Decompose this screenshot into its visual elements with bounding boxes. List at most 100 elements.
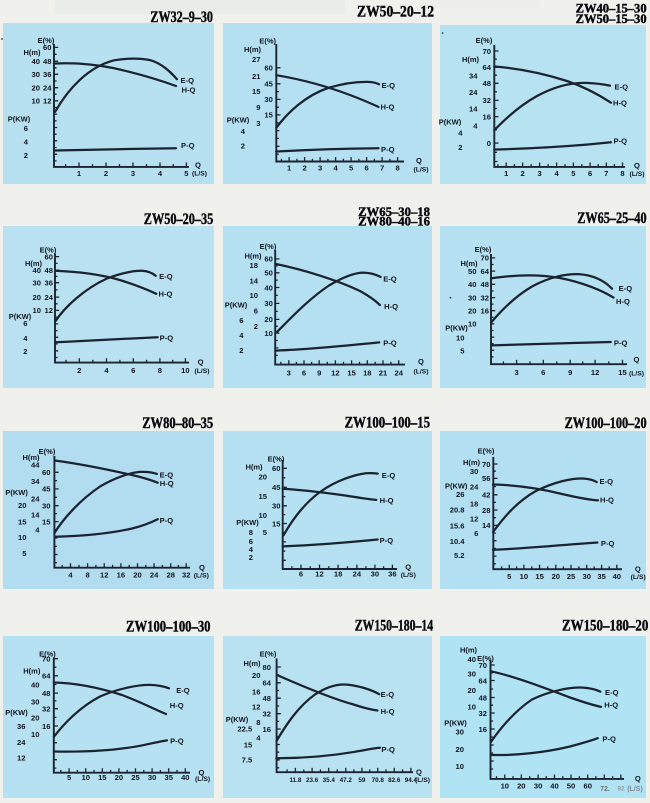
- svg-text:64: 64: [42, 672, 51, 681]
- svg-text:70.8: 70.8: [372, 777, 385, 784]
- svg-text:70: 70: [483, 47, 491, 56]
- svg-text:ZW50–20–35: ZW50–20–35: [144, 211, 213, 228]
- svg-text:ZW50–15–30: ZW50–15–30: [576, 12, 647, 26]
- svg-text:(L/S): (L/S): [413, 369, 428, 376]
- svg-text:12: 12: [331, 368, 339, 377]
- svg-text:14: 14: [482, 521, 491, 530]
- svg-text:E-Q: E-Q: [383, 274, 397, 283]
- svg-text:ZW100–100–15: ZW100–100–15: [345, 415, 430, 432]
- svg-text:6: 6: [302, 368, 306, 377]
- svg-text:34: 34: [469, 72, 478, 81]
- svg-text:24: 24: [469, 88, 478, 97]
- svg-text:20: 20: [252, 671, 260, 680]
- svg-text:H-Q: H-Q: [160, 479, 174, 488]
- svg-text:P(KW): P(KW): [445, 323, 468, 332]
- svg-text:7: 7: [604, 169, 608, 178]
- svg-text:16: 16: [479, 725, 487, 734]
- svg-text:12: 12: [17, 754, 25, 763]
- svg-text:32: 32: [483, 96, 491, 105]
- svg-text:(L/S): (L/S): [192, 171, 207, 178]
- svg-text:22.5: 22.5: [237, 724, 253, 733]
- svg-text:36: 36: [388, 569, 396, 578]
- svg-text:40: 40: [468, 280, 476, 289]
- svg-text:H-Q: H-Q: [381, 707, 395, 716]
- svg-text:60: 60: [43, 43, 51, 52]
- svg-text:0: 0: [487, 139, 491, 148]
- svg-text:20: 20: [18, 501, 26, 510]
- svg-text:E-Q: E-Q: [382, 471, 396, 480]
- svg-text:36: 36: [17, 722, 25, 731]
- svg-text:40: 40: [613, 572, 621, 581]
- svg-text:30: 30: [468, 293, 476, 302]
- svg-text:44: 44: [31, 461, 40, 470]
- svg-text:P(KW): P(KW): [8, 115, 31, 124]
- svg-text:Q: Q: [405, 563, 411, 572]
- svg-text:P-Q: P-Q: [601, 539, 615, 548]
- svg-text:15.6: 15.6: [450, 522, 465, 531]
- svg-text:5: 5: [507, 572, 512, 581]
- svg-text:60: 60: [264, 64, 272, 73]
- svg-text:8: 8: [85, 571, 89, 580]
- svg-text:6: 6: [299, 569, 303, 578]
- svg-text:(L/S): (L/S): [194, 573, 209, 580]
- svg-text:5: 5: [184, 169, 189, 178]
- svg-text:8: 8: [620, 169, 624, 178]
- svg-text:32: 32: [42, 705, 50, 714]
- svg-text:2: 2: [104, 169, 108, 178]
- svg-text:48: 48: [263, 694, 271, 703]
- svg-text:ZW150–180–14: ZW150–180–14: [355, 617, 434, 634]
- svg-text:4: 4: [35, 526, 40, 535]
- svg-text:P(KW): P(KW): [227, 115, 250, 124]
- svg-text:48: 48: [481, 280, 489, 289]
- svg-text:4: 4: [249, 545, 254, 554]
- svg-text:15: 15: [347, 368, 356, 377]
- svg-text:20: 20: [31, 714, 39, 723]
- svg-text:35.4: 35.4: [323, 777, 336, 784]
- svg-text:H-Q: H-Q: [182, 85, 196, 94]
- svg-text:92: 92: [617, 786, 625, 793]
- svg-text:3: 3: [514, 368, 518, 377]
- svg-text:H-Q: H-Q: [604, 700, 618, 709]
- svg-text:6: 6: [541, 368, 545, 377]
- svg-text:4: 4: [458, 129, 463, 138]
- svg-text:14: 14: [31, 511, 40, 520]
- svg-text:H-Q: H-Q: [616, 297, 630, 306]
- svg-text:6: 6: [254, 306, 258, 315]
- svg-text:40: 40: [550, 781, 558, 790]
- svg-text:20: 20: [133, 571, 141, 580]
- svg-text:10: 10: [250, 291, 258, 300]
- svg-text:ZW150–180–20: ZW150–180–20: [562, 617, 648, 634]
- svg-text:64: 64: [263, 679, 272, 688]
- svg-text:8: 8: [395, 164, 399, 173]
- svg-text:10: 10: [259, 511, 267, 520]
- svg-text:ZW80–80–35: ZW80–80–35: [142, 415, 213, 432]
- svg-text:10: 10: [81, 773, 89, 782]
- svg-text:20.8: 20.8: [450, 505, 465, 514]
- svg-text:E-Q: E-Q: [181, 76, 195, 85]
- svg-text:P(KW): P(KW): [9, 312, 32, 321]
- svg-text:10.4: 10.4: [450, 537, 466, 546]
- svg-text:H(m): H(m): [244, 252, 262, 261]
- svg-text:2: 2: [24, 151, 28, 160]
- svg-text:5: 5: [460, 346, 465, 355]
- svg-text:15: 15: [98, 773, 107, 782]
- svg-text:16: 16: [117, 571, 125, 580]
- svg-text:(L/S): (L/S): [415, 777, 430, 784]
- svg-text:4: 4: [554, 169, 559, 178]
- svg-text:40: 40: [31, 680, 39, 689]
- svg-text:10: 10: [468, 702, 476, 711]
- svg-text:H(m): H(m): [245, 463, 263, 472]
- svg-text:2: 2: [23, 347, 27, 356]
- svg-text:60: 60: [42, 468, 50, 477]
- svg-text:21: 21: [252, 72, 261, 81]
- svg-text:64: 64: [479, 676, 488, 685]
- svg-text:Q: Q: [418, 357, 424, 366]
- svg-text:7: 7: [380, 164, 384, 173]
- svg-text:48: 48: [479, 693, 487, 702]
- svg-text:24: 24: [470, 482, 479, 491]
- svg-text:ZW65–25–40: ZW65–25–40: [577, 210, 646, 227]
- svg-text:5: 5: [263, 528, 268, 537]
- svg-text:ZW32–9–30: ZW32–9–30: [150, 9, 213, 26]
- svg-text:5.2: 5.2: [454, 551, 465, 560]
- svg-text:30: 30: [371, 569, 379, 578]
